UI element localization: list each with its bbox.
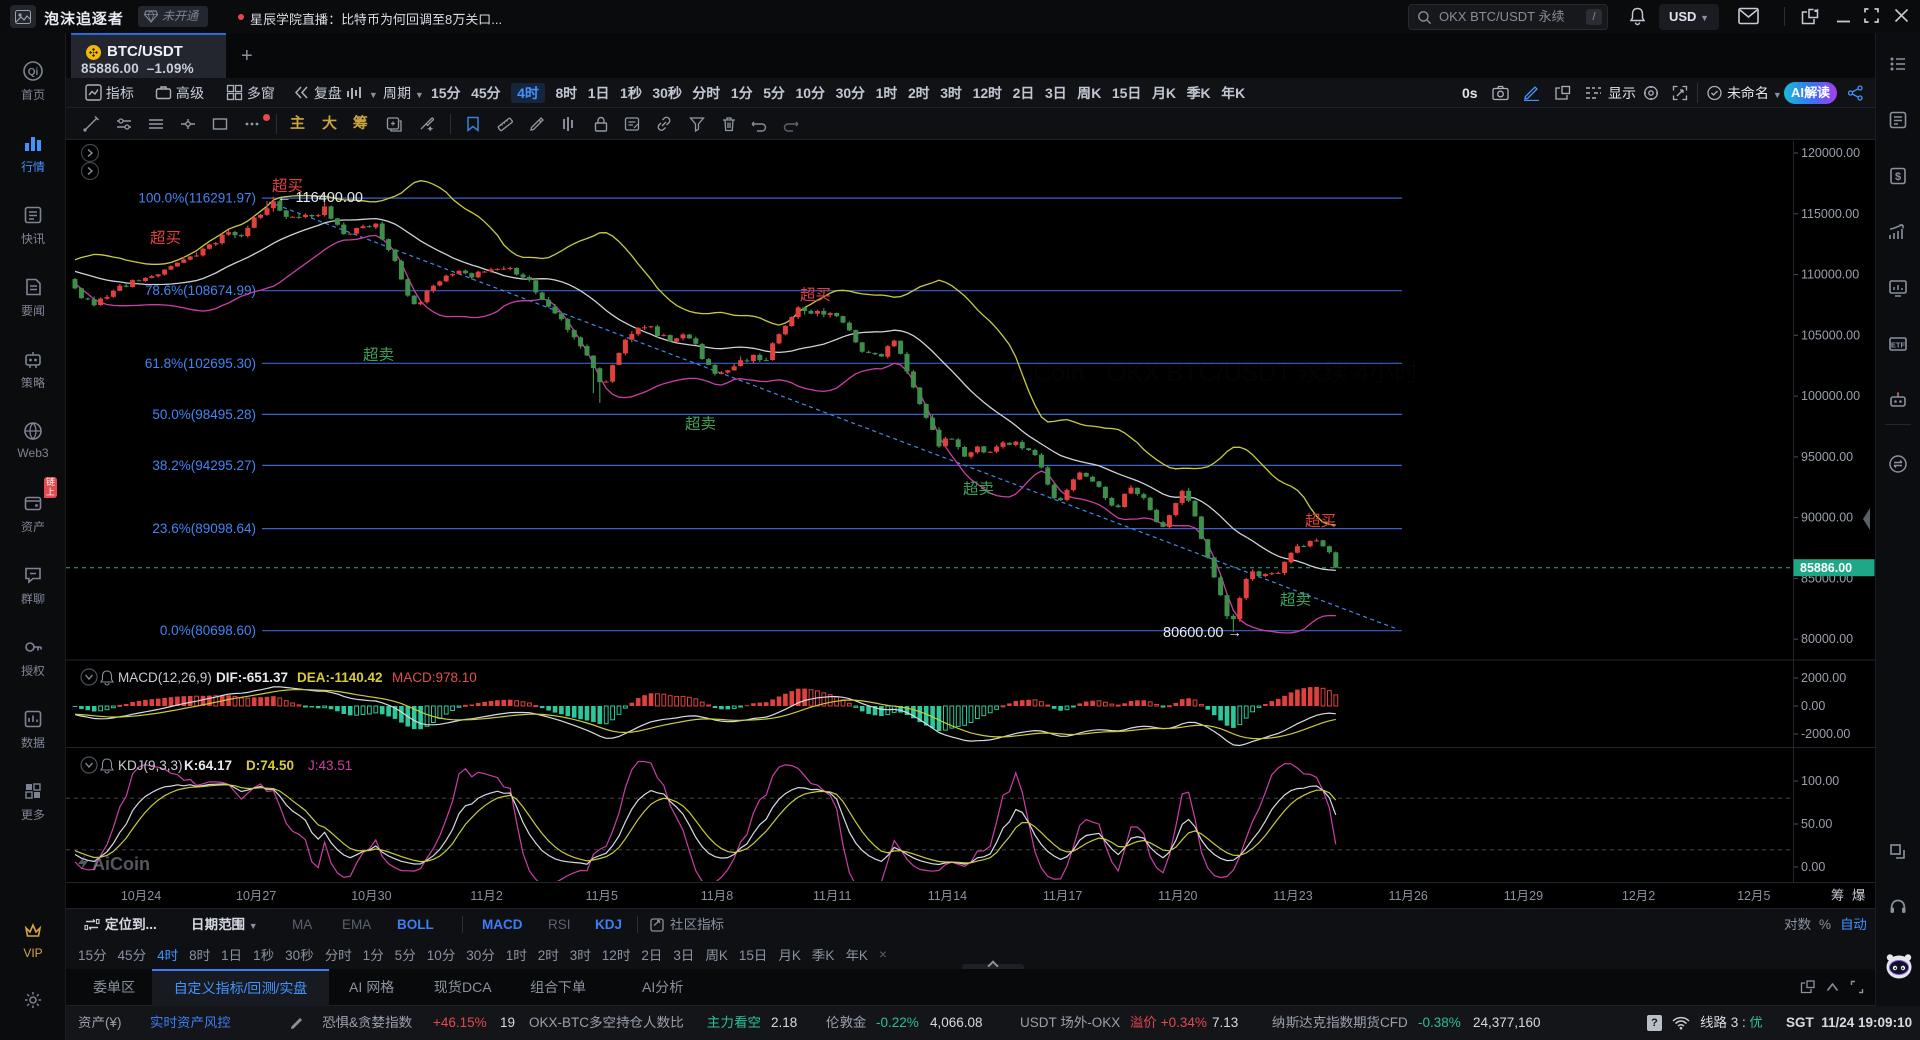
svg-text:MACD(12,26,9): MACD(12,26,9): [118, 670, 212, 685]
svg-text:超买: 超买: [799, 287, 831, 304]
svg-text:超卖: 超卖: [962, 481, 994, 498]
svg-text:11月14: 11月14: [928, 889, 967, 903]
svg-text:2000.00: 2000.00: [1801, 671, 1846, 685]
svg-text:ETF: ETF: [1891, 341, 1906, 350]
svg-text:80000.00: 80000.00: [1801, 632, 1853, 646]
svg-text:超卖: 超卖: [684, 416, 716, 433]
svg-text:100.00: 100.00: [1801, 774, 1839, 788]
svg-text:90000.00: 90000.00: [1801, 511, 1853, 525]
svg-text:100.0%(116291.97): 100.0%(116291.97): [138, 191, 256, 206]
svg-text:12月5: 12月5: [1737, 889, 1770, 903]
svg-text:95000.00: 95000.00: [1801, 450, 1853, 464]
svg-text:Qi: Qi: [28, 67, 39, 78]
svg-text:10月24: 10月24: [121, 889, 161, 903]
svg-text:38.2%(94295.27): 38.2%(94295.27): [152, 458, 256, 473]
svg-text:11月23: 11月23: [1273, 889, 1312, 903]
svg-text:11月8: 11月8: [701, 889, 733, 903]
svg-text:MACD:978.10: MACD:978.10: [392, 670, 477, 685]
svg-text:DIF:-651.37: DIF:-651.37: [216, 670, 288, 685]
svg-text:11月2: 11月2: [470, 889, 502, 903]
svg-text:50.00: 50.00: [1801, 817, 1832, 831]
svg-text:筹: 筹: [1831, 888, 1845, 903]
svg-text:10月27: 10月27: [236, 889, 276, 903]
svg-text:超买: 超买: [149, 230, 181, 247]
svg-text:0.0%(80698.60): 0.0%(80698.60): [160, 623, 256, 638]
svg-text:KDJ(9,3,3): KDJ(9,3,3): [118, 758, 183, 773]
svg-text:← 116400.00: ← 116400.00: [277, 190, 363, 206]
svg-text:超卖: 超卖: [362, 347, 394, 364]
svg-text:11月29: 11月29: [1504, 889, 1543, 903]
svg-text:11月17: 11月17: [1043, 889, 1082, 903]
svg-text:85886.00: 85886.00: [1800, 561, 1852, 575]
svg-text:50.0%(98495.28): 50.0%(98495.28): [152, 407, 256, 422]
svg-text:超买: 超买: [1304, 513, 1336, 530]
svg-text:D:74.50: D:74.50: [246, 758, 294, 773]
svg-text:115000.00: 115000.00: [1801, 207, 1859, 221]
svg-text:80600.00 →: 80600.00 →: [1163, 625, 1242, 641]
svg-text:11月26: 11月26: [1389, 889, 1428, 903]
svg-text:爆: 爆: [1852, 888, 1866, 903]
svg-text:AiCoin: AiCoin: [92, 854, 150, 874]
svg-text:11月5: 11月5: [586, 889, 618, 903]
svg-text:超买: 超买: [271, 178, 303, 195]
svg-text:-2000.00: -2000.00: [1801, 727, 1850, 741]
svg-text:61.8%(102695.30): 61.8%(102695.30): [145, 356, 256, 371]
svg-text:0.00: 0.00: [1801, 699, 1825, 713]
svg-text:120000.00: 120000.00: [1801, 146, 1860, 160]
svg-text:105000.00: 105000.00: [1801, 328, 1860, 342]
svg-text:23.6%(89098.64): 23.6%(89098.64): [152, 521, 256, 536]
svg-text:J:43.51: J:43.51: [308, 758, 352, 773]
svg-text:11月20: 11月20: [1158, 889, 1197, 903]
svg-text:11月11: 11月11: [813, 889, 852, 903]
svg-text:12月2: 12月2: [1622, 889, 1655, 903]
svg-text:DEA:-1140.42: DEA:-1140.42: [297, 670, 383, 685]
svg-text:超卖: 超卖: [1279, 592, 1311, 609]
svg-text:110000.00: 110000.00: [1801, 268, 1859, 282]
svg-text:0.00: 0.00: [1801, 860, 1825, 874]
svg-text:$: $: [1895, 171, 1901, 183]
svg-text:10月30: 10月30: [351, 889, 391, 903]
svg-text:K:64.17: K:64.17: [184, 758, 232, 773]
svg-text:78.6%(108674.99): 78.6%(108674.99): [145, 283, 256, 298]
svg-text:100000.00: 100000.00: [1801, 389, 1860, 403]
